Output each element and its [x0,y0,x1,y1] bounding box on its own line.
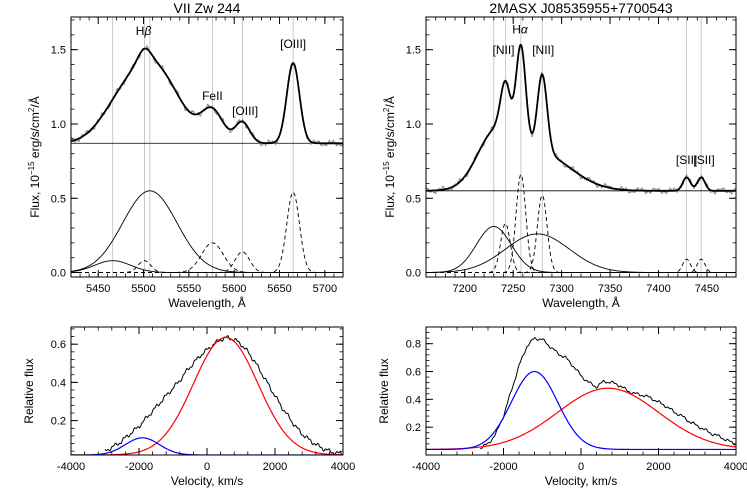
component-hbeta-broad-2 [71,260,343,273]
x-tick-label: 5700 [313,283,337,295]
component-sii-1 [426,258,736,273]
x-tick-label: 7250 [501,283,525,295]
x-tick-label: 5650 [267,283,291,295]
x-tick-label: 7400 [646,283,670,295]
plot-frame [425,16,737,278]
component-hbeta-narrow [71,260,343,273]
y-tick-label: 0.2 [51,416,66,428]
line-label: [NII] [532,43,554,57]
line-label: FeII [202,89,223,103]
line-label: [OIII] [232,104,258,118]
component-nii-2 [426,194,736,273]
plot-area-3 [71,335,343,455]
component-oiii-weak [71,251,343,273]
x-tick-label: -2000 [489,461,517,473]
y-tick-label: 0.4 [406,394,421,406]
y-tick-label: 0.5 [51,193,66,205]
model-fit [426,43,736,192]
plot-frame [425,326,737,456]
x-tick-label: 5600 [222,283,246,295]
x-tick-label: 0 [578,461,584,473]
panel-1: 5450 5500 5550 5600 5650 5700 0.0 0.5 1.0 1.5 Wave… [51,16,344,310]
y-axis-label: Flux, 10−15 erg/s/cm2/Å [382,96,397,217]
chart-title: VII Zw 244 [174,0,241,16]
line-label: [NII] [492,43,514,57]
blue-gaussian [426,370,736,451]
panel-3: -4000 -2000 0 2000 4000 0.2 0.4 0.6 Velocity, km… [51,326,355,488]
line-label: [SII] [676,153,697,167]
y-tick-label: 0.2 [406,422,421,434]
component-halpha-broad-2 [426,226,736,273]
y-tick-label: 0.0 [51,268,66,280]
y-tick-label: 1.5 [51,45,66,57]
x-tick-label: 7200 [453,283,477,295]
model-fit [71,47,343,145]
x-tick-label: 5450 [86,283,110,295]
line-label: Hα [512,22,529,36]
plot-frame [70,326,344,456]
y-tick-label: 1.0 [51,119,66,131]
y-axis-label: Flux, 10−15 erg/s/cm2/Å [27,96,42,217]
component-halpha-broad-1 [426,233,736,273]
line-label: [OIII] [280,37,306,51]
component-feii [71,242,343,273]
red-gaussian [71,336,343,455]
y-tick-label: 0.6 [406,367,421,379]
x-tick-label: -4000 [412,461,440,473]
panel-2: 7200 7250 7300 7350 7400 7450 0.0 0.5 1.0 1.5 Wave… [406,16,737,310]
x-axis-label: Wavelength, Å [168,295,246,310]
y-tick-label: 0.5 [406,193,421,205]
x-tick-label: 2000 [646,461,670,473]
plot-area-4 [426,337,736,451]
x-tick-label: 7450 [695,283,719,295]
line-label: Hβ [136,24,152,38]
x-axis-label: Velocity, km/s [545,474,617,488]
panel-4: -4000 -2000 0 2000 4000 0.2 0.4 0.6 0.8 Velocity,… [406,326,747,488]
x-tick-label: 4000 [331,461,355,473]
plot-area-2 [426,17,736,277]
y-tick-label: 0.0 [406,268,421,280]
x-tick-label: 0 [204,461,210,473]
x-tick-label: 7300 [549,283,573,295]
x-tick-label: -2000 [125,461,153,473]
component-oiii-strong [71,191,343,273]
x-tick-label: -4000 [57,461,85,473]
plot-frame [70,16,344,278]
y-tick-label: 0.8 [406,339,421,351]
line-label: [SII] [693,153,714,167]
x-tick-label: 5550 [177,283,201,295]
plot-area-1 [71,17,343,277]
x-axis-label: Velocity, km/s [171,474,243,488]
velocity-profile [480,337,736,450]
x-tick-label: 4000 [724,461,747,473]
observed-spectrum [426,43,736,196]
red-gaussian [426,387,736,450]
component-halpha-narrow [426,173,736,273]
y-tick-label: 0.4 [51,377,66,389]
x-tick-label: 5500 [131,283,155,295]
y-axis-label: Relative flux [377,358,391,423]
x-axis-label: Wavelength, Å [542,295,620,310]
chart-title: 2MASX J08535955+7700543 [489,0,673,16]
component-nii-1 [426,223,736,273]
y-tick-label: 1.0 [406,119,421,131]
component-sii-2 [426,258,736,273]
y-axis-label: Relative flux [22,358,36,423]
y-tick-label: 0.6 [51,339,66,351]
x-tick-label: 2000 [263,461,287,473]
y-tick-label: 1.5 [406,45,421,57]
x-tick-label: 7350 [598,283,622,295]
